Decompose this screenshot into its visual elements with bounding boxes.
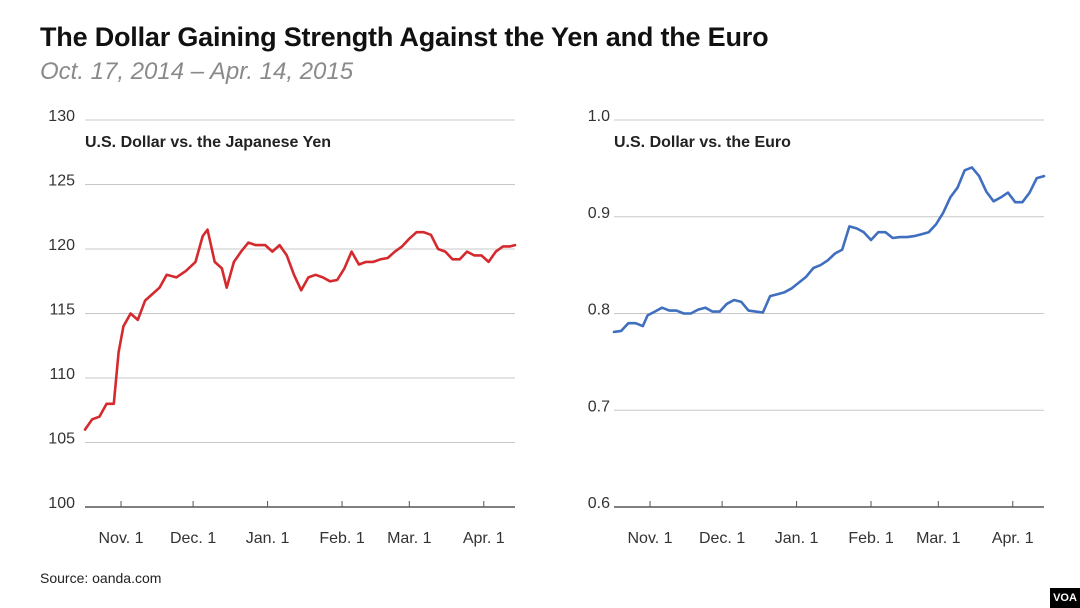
yen-y-tick-label: 130 [48, 108, 75, 125]
yen-y-tick-label: 105 [48, 431, 75, 448]
yen-y-tick-label: 115 [49, 302, 75, 319]
yen-x-tick-label: Jan. 1 [246, 530, 290, 547]
yen-series-line [83, 228, 517, 431]
yen-chart-panel: 100 105 110 115 120 125 130 Nov. 1 Dec. 1 Jan. 1 F… [48, 108, 517, 547]
yen-y-tick-label: 100 [48, 495, 75, 512]
voa-logo: VOA [1050, 588, 1080, 608]
chart-title: The Dollar Gaining Strength Against the … [40, 22, 769, 52]
yen-x-tick-label: Dec. 1 [170, 530, 216, 547]
yen-y-tick-label: 125 [48, 173, 75, 190]
yen-x-tick-label: Feb. 1 [319, 530, 364, 547]
yen-y-tick-label: 120 [48, 237, 75, 254]
yen-x-tick-label: Apr. 1 [463, 530, 505, 547]
euro-x-tick-label: Feb. 1 [848, 530, 893, 547]
yen-panel-title: U.S. Dollar vs. the Japanese Yen [85, 134, 331, 151]
euro-y-tick-label: 0.9 [588, 205, 610, 222]
euro-y-tick-label: 0.8 [588, 302, 610, 319]
euro-y-tick-label: 1.0 [588, 108, 610, 125]
euro-panel-title: U.S. Dollar vs. the Euro [614, 134, 791, 151]
euro-x-tick-label: Mar. 1 [916, 530, 961, 547]
euro-x-tick-label: Nov. 1 [628, 530, 673, 547]
yen-x-tick-label: Nov. 1 [99, 530, 144, 547]
euro-x-tick-label: Apr. 1 [992, 530, 1034, 547]
euro-x-tick-label: Dec. 1 [699, 530, 745, 547]
source-note: Source: oanda.com [40, 570, 162, 586]
euro-chart-panel: 0.6 0.7 0.8 0.9 1.0 Nov. 1 Dec. 1 Jan. 1 Feb. 1 M… [588, 108, 1046, 547]
euro-y-tick-label: 0.7 [588, 398, 610, 415]
euro-y-tick-label: 0.6 [588, 495, 610, 512]
yen-y-tick-label: 110 [49, 366, 75, 383]
euro-series-line [612, 166, 1046, 334]
yen-x-tick-label: Mar. 1 [387, 530, 432, 547]
euro-x-tick-label: Jan. 1 [775, 530, 819, 547]
chart-subtitle: Oct. 17, 2014 – Apr. 14, 2015 [40, 58, 354, 85]
